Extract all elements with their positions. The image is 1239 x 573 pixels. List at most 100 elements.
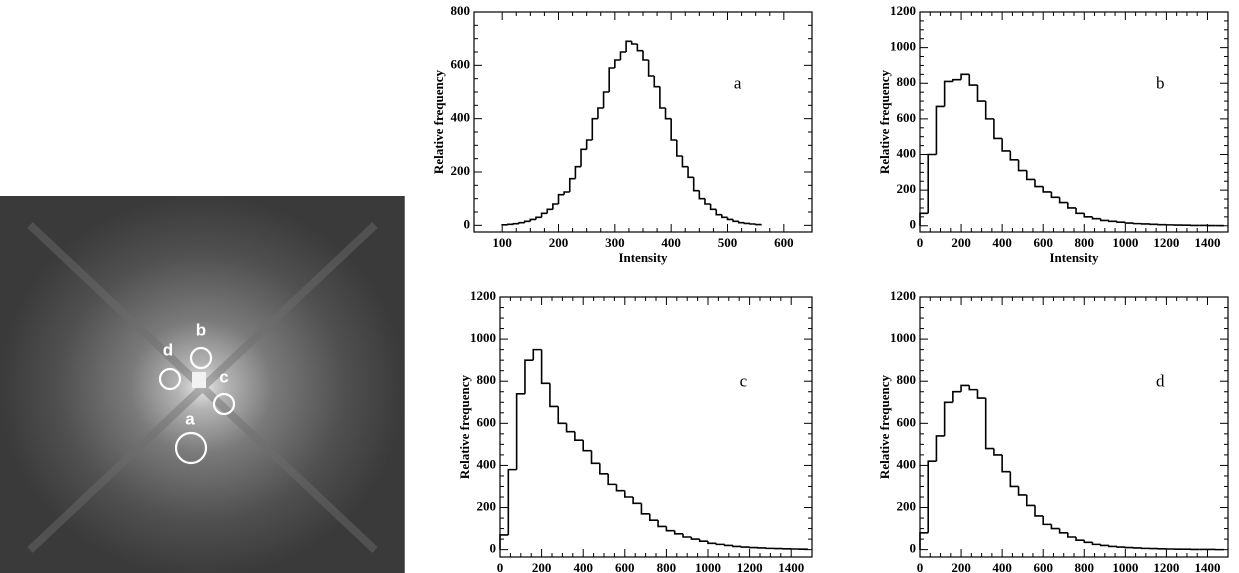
y-tick-label: 600 [897,414,917,429]
image-panel: a b c d [0,196,405,573]
histogram-bin [1067,532,1077,538]
x-tick-label: 400 [992,235,1012,250]
histogram-bin [624,490,634,498]
x-tick-label: 0 [917,560,924,573]
histogram-bin [507,468,517,535]
histogram-bin [1042,515,1052,526]
plot-frame [473,11,813,233]
histogram-bin [580,148,587,167]
histogram-bin [597,107,604,119]
histogram-bin [732,545,742,548]
x-tick-label: 0 [917,235,924,250]
histogram-bin [535,216,542,220]
y-tick-label: 0 [910,217,917,232]
region-circle [212,392,236,416]
region-circle [189,346,213,370]
panel-annotation: a [734,74,742,93]
histogram-bin [1132,222,1142,225]
histogram-bin [1099,544,1109,547]
histogram-bin [1116,221,1126,224]
histogram-bin [568,177,576,192]
histogram-bin [1067,202,1077,209]
histogram-bin [552,203,559,210]
y-tick-label: 600 [451,56,471,71]
histogram-bin [692,177,700,192]
histogram-bin [630,41,638,45]
panel-annotation: d [1156,372,1165,391]
histogram-bin [585,139,593,150]
y-tick-label: 200 [451,163,471,178]
histogram-bin [557,193,565,204]
histogram-bin [1116,546,1126,548]
y-tick-label: 600 [477,414,497,429]
panel-annotation: c [740,372,748,391]
histogram-bin [602,91,610,108]
histogram-bin [723,544,733,547]
y-tick-label: 1200 [890,3,916,18]
histogram-bin [737,221,745,224]
x-tick-label: 800 [657,560,677,573]
histogram-bin [665,526,675,532]
histogram-bin [653,76,660,88]
histogram-bin [1050,524,1060,530]
plot-frame [919,11,1229,233]
region-label: a [185,409,195,428]
x-tick-label: 1000 [1112,560,1138,573]
histogram-bin [743,222,751,225]
histogram-bin [1034,179,1044,188]
x-tick-label: 1400 [778,560,804,573]
histogram-bin [1025,170,1035,181]
histogram-bin [524,359,534,394]
y-tick-label: 400 [897,456,917,471]
histogram-bin [681,156,689,168]
histogram-bin [709,204,717,211]
y-tick-label: 200 [897,499,917,514]
x-tick-label: 800 [1075,235,1095,250]
y-tick-label: 400 [477,456,497,471]
histogram-bin [1075,537,1085,541]
x-tick-label: 1000 [695,560,721,573]
y-axis-label: Relative frequency [877,69,892,174]
y-tick-label: 1000 [470,330,496,345]
histogram-bin [1091,216,1101,220]
x-tick-label: 1000 [1112,235,1138,250]
x-tick-label: 200 [532,560,552,573]
histogram-bin [919,531,929,550]
histogram-bin [549,383,559,408]
histogram-bin [515,393,525,470]
histogram-bin [927,460,937,533]
histogram-bin [1009,150,1019,161]
y-tick-label: 1000 [890,330,916,345]
x-tick-label: 1400 [1194,235,1220,250]
histogram-bin [698,539,708,543]
histogram-bin [968,385,978,391]
y-tick-label: 600 [897,110,917,125]
histogram-bin [619,51,627,60]
y-axis-label: Relative frequency [457,374,472,479]
y-axis-label: Relative frequency [431,69,446,174]
histogram-bin [640,503,650,515]
histogram-bin [976,85,986,102]
histogram-bin [1091,542,1101,546]
y-tick-label: 400 [897,145,917,160]
histogram-bin [1025,494,1035,507]
histogram-bin [1099,218,1109,222]
histogram-bin [1050,191,1060,199]
y-tick-label: 200 [477,499,497,514]
histogram-bin [721,214,728,219]
x-tick-label: 200 [951,235,971,250]
star-core [192,372,206,388]
y-tick-label: 800 [897,74,917,89]
x-tick-label: 200 [549,235,569,250]
x-tick-label: 0 [497,560,504,573]
histogram-bin [574,431,584,441]
y-tick-label: 800 [897,372,917,387]
histogram-bin [1124,222,1134,224]
histogram-bin [935,105,945,155]
histogram-bin [749,223,756,225]
histogram-bin [546,208,553,214]
histogram-bin [715,543,725,546]
plot-frame [499,296,813,558]
x-axis-label: Intensity [618,250,668,265]
